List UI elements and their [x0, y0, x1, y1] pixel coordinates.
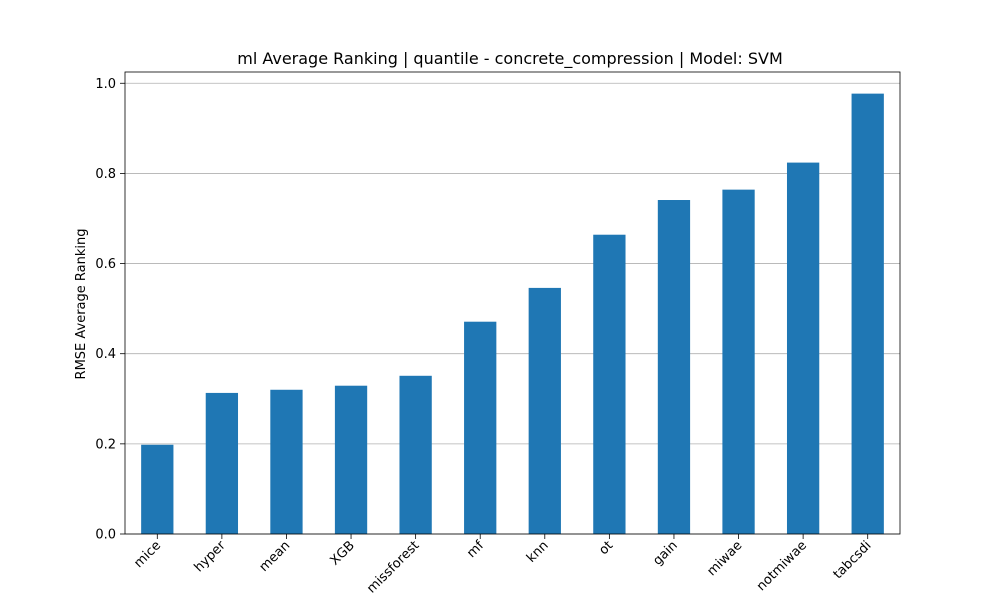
bar-tabcsdi: [851, 93, 884, 534]
plot-frame: [124, 71, 901, 535]
x-tick-label-knn: knn: [524, 538, 552, 566]
bar-knn: [528, 287, 561, 534]
bar-miwae: [722, 189, 755, 534]
bar-XGB: [334, 385, 368, 534]
x-axis-ticks: mice hyper mean XGB missforest mf knn ot gain miw…: [131, 534, 875, 596]
x-tick-label-gain: gain: [650, 538, 680, 568]
x-tick-label-notmiwae: notmiwae: [754, 538, 810, 594]
y-gridlines: [125, 82, 900, 535]
y-axis-label: RMSE Average Ranking: [74, 229, 89, 380]
bar-mean: [270, 389, 303, 534]
y-tick-label-1: 0.2: [95, 437, 116, 452]
x-tick-label-XGB: XGB: [328, 538, 358, 568]
bars: [141, 93, 884, 534]
bar-gain: [657, 200, 691, 534]
bar-mf: [464, 321, 497, 534]
bar-mice: [141, 444, 174, 534]
x-tick-label-tabcsdi: tabcsdi: [831, 538, 875, 582]
x-tick-label-mean: mean: [257, 538, 294, 575]
bar-notmiwae: [786, 162, 820, 534]
bar-hyper: [205, 392, 239, 534]
y-axis-ticks: 0.0 0.2 0.4 0.6 0.8 1.0: [95, 77, 125, 543]
y-tick-label-2: 0.4: [95, 347, 116, 362]
x-tick-label-ot: ot: [596, 538, 616, 558]
bar-missforest: [399, 375, 432, 534]
y-tick-label-0: 0.0: [95, 528, 116, 543]
y-tick-label-5: 1.0: [95, 77, 116, 92]
x-tick-label-mf: mf: [464, 538, 487, 561]
x-tick-label-miwae: miwae: [704, 538, 745, 579]
x-tick-label-hyper: hyper: [192, 538, 230, 576]
x-tick-label-missforest: missforest: [364, 538, 422, 596]
y-tick-label-4: 0.8: [95, 167, 116, 182]
y-tick-label-3: 0.6: [95, 257, 116, 272]
chart-title: ml Average Ranking | quantile - concrete…: [237, 49, 783, 69]
plot-border: [124, 71, 901, 535]
bar-ot: [593, 234, 626, 534]
x-tick-label-mice: mice: [131, 538, 164, 571]
